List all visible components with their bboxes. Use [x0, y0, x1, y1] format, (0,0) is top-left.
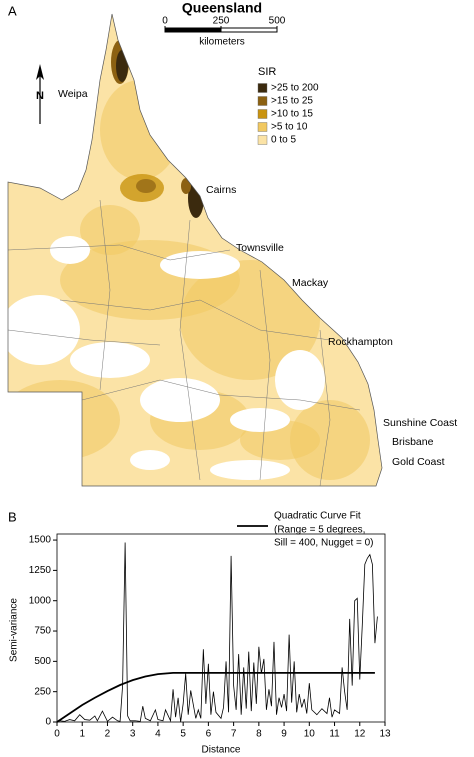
legend-label: 0 to 5 [271, 135, 296, 146]
x-tick-label: 9 [281, 729, 287, 740]
x-tick-label: 12 [354, 729, 366, 740]
place-label: Gold Coast [392, 456, 445, 468]
scale-bar-fill [165, 28, 221, 32]
region-low [275, 350, 325, 410]
y-tick-label: 500 [34, 656, 51, 667]
legend-swatch [257, 83, 268, 93]
y-tick-label: 750 [34, 626, 51, 637]
scale-tick-label: 250 [213, 16, 230, 27]
map-surface [8, 14, 382, 486]
panel-label: A [8, 3, 17, 18]
place-label: Townsville [236, 242, 284, 254]
region-low [230, 408, 290, 432]
legend-title: SIR [258, 66, 276, 78]
region-mid [80, 205, 140, 255]
district-border [81, 379, 361, 411]
legend-label: >5 to 10 [271, 122, 308, 133]
region-mid [100, 80, 180, 180]
x-tick-label: 11 [329, 729, 340, 740]
x-tick-label: 10 [304, 729, 316, 740]
district-border [259, 269, 271, 481]
legend-label: >10 to 15 [271, 109, 313, 120]
scale-unit: kilometers [199, 37, 245, 48]
x-tick-label: 3 [130, 729, 136, 740]
legend-label: >15 to 25 [271, 96, 313, 107]
legend-swatch [257, 122, 268, 132]
y-tick-label: 0 [45, 717, 51, 728]
scale-tick-label: 500 [269, 16, 286, 27]
x-tick-label: 13 [379, 729, 391, 740]
north-arrow [36, 64, 44, 124]
region-low [8, 295, 80, 365]
map-panel: A Queensland kilometers N SIR 0 250 500 >25… [7, 0, 457, 487]
district-border [179, 219, 201, 481]
region-mid [290, 400, 370, 480]
place-label: Cairns [206, 184, 236, 196]
x-tick-label: 4 [155, 729, 161, 740]
north-label: N [36, 90, 44, 102]
district-border [8, 244, 231, 261]
region-low [160, 251, 240, 279]
plot-frame [56, 533, 386, 723]
y-tick-label: 1250 [29, 565, 52, 576]
region-top [181, 178, 191, 194]
place-label: Brisbane [392, 436, 434, 448]
x-tick-label: 8 [256, 729, 262, 740]
x-tick-label: 7 [231, 729, 237, 740]
region-low [140, 378, 220, 422]
map-title: Queensland [182, 0, 262, 16]
x-tick-label: 5 [180, 729, 186, 740]
chart-panel: B Distance Semi-variance 025050075010001… [8, 509, 391, 755]
x-axis-label: Distance [202, 745, 241, 756]
legend-swatch [257, 96, 268, 106]
fit-curve [56, 671, 375, 723]
region-low [130, 450, 170, 470]
region-mid [180, 260, 320, 380]
region-low [70, 342, 150, 378]
place-label: Weipa [58, 88, 88, 100]
x-tick-label: 2 [105, 729, 111, 740]
district-border [319, 329, 331, 486]
region-low [210, 460, 290, 480]
district-border [99, 199, 111, 391]
scale-tick-label: 0 [162, 16, 168, 27]
district-border [59, 299, 331, 341]
x-tick-label: 6 [206, 729, 212, 740]
place-label: Sunshine Coast [383, 417, 457, 429]
legend-swatch [257, 109, 268, 119]
place-label: Mackay [292, 277, 329, 289]
legend-note: Sill = 400, Nugget = 0) [274, 538, 374, 549]
y-tick-label: 1000 [29, 595, 52, 606]
legend-note: (Range = 5 degrees, [274, 525, 365, 536]
region-high [136, 179, 156, 193]
district-border [8, 329, 161, 346]
y-tick-label: 250 [34, 686, 51, 697]
legend-swatch [257, 135, 268, 145]
place-label: Rockhampton [328, 336, 393, 348]
legend-label: >25 to 200 [271, 83, 319, 94]
panel-label: B [8, 509, 17, 524]
x-tick-label: 0 [54, 729, 60, 740]
region-top [116, 50, 128, 82]
y-tick-label: 1500 [29, 535, 52, 546]
region-low [50, 236, 90, 264]
legend-label: Quadratic Curve Fit [274, 511, 361, 522]
state-outline [7, 13, 383, 487]
variogram-line [56, 542, 378, 723]
y-axis-label: Semi-variance [9, 598, 20, 662]
x-tick-label: 1 [79, 729, 85, 740]
